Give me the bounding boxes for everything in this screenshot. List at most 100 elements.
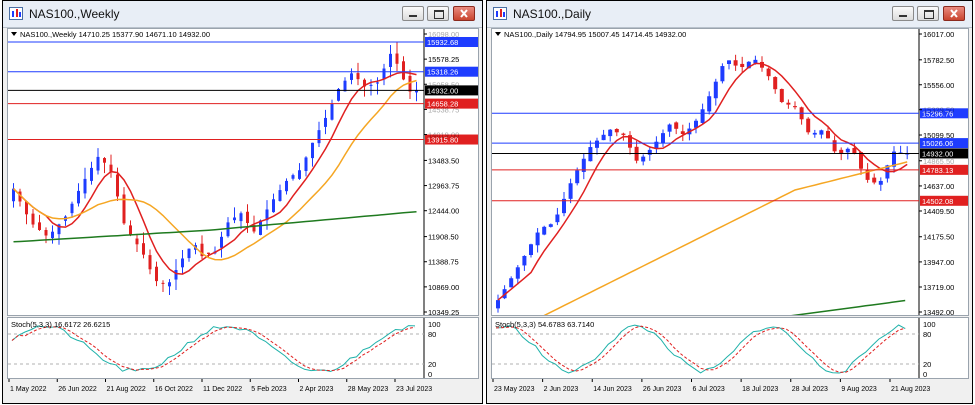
level-price-tag — [920, 195, 968, 206]
candle-body — [859, 152, 863, 169]
price-chart[interactable]: 15932.68 15318.26 14932.00 14658.28 13915.80… — [7, 28, 479, 316]
candle-body — [562, 198, 566, 214]
candle-body — [819, 130, 824, 135]
candle-body — [285, 180, 288, 192]
price-axis-label: 13492.00 — [923, 308, 954, 316]
close-icon[interactable] — [453, 6, 475, 21]
level-price-tag — [425, 134, 478, 145]
candle-body — [700, 109, 705, 123]
candle-body — [892, 151, 896, 167]
level-price-tag — [425, 98, 478, 109]
candle-body — [330, 103, 334, 120]
chart-window-daily[interactable]: NAS100.,Daily 15296.76 15026.06 14932.00 14… — [486, 0, 973, 404]
candle-body — [129, 225, 132, 236]
stoch-axis-label: 20 — [428, 360, 436, 369]
candle-body — [18, 191, 22, 202]
minimize-icon[interactable] — [402, 6, 424, 21]
stoch-axis-label: 20 — [923, 360, 931, 369]
level-price-label: 15318.26 — [427, 68, 458, 77]
candle-body — [350, 73, 353, 80]
candle-body — [51, 231, 54, 239]
candle-body — [246, 211, 249, 224]
price-chart[interactable]: 15296.76 15026.06 14932.00 14783.13 14502.08… — [491, 28, 969, 316]
price-axis-label: 14538.75 — [428, 105, 459, 114]
price-axis-label: 15556.00 — [923, 81, 954, 90]
candle-body — [239, 213, 243, 222]
candle-body — [402, 61, 405, 80]
level-price-label: 13915.80 — [427, 136, 458, 145]
stochastic-panel[interactable]: 100 80 20 0 Stoch(5,3,3) 16.6172 26.6215 — [7, 317, 479, 379]
time-axis-label: 21 Aug 2022 — [107, 386, 146, 393]
stochastic-panel[interactable]: 100 80 20 0 Stoch(5,3,3) 54.6783 63.7140 — [491, 317, 969, 379]
candle-body — [746, 61, 751, 69]
price-axis-label: 13947.00 — [923, 258, 954, 267]
candle-body — [621, 133, 626, 135]
level-price-label: 14658.28 — [427, 100, 458, 109]
candle-body — [142, 243, 145, 255]
time-axis-label: 14 Jun 2023 — [593, 386, 632, 393]
candle-body — [83, 178, 87, 194]
candle-body — [174, 270, 178, 280]
candle-body — [57, 224, 61, 235]
candle-body — [161, 282, 165, 284]
level-price-tag — [425, 85, 478, 96]
price-axis-label: 10349.25 — [428, 308, 459, 316]
stoch-line — [11, 326, 416, 372]
price-axis-label: 16017.00 — [923, 30, 954, 39]
candle-body — [608, 129, 613, 137]
maximize-icon[interactable] — [917, 6, 939, 21]
candle-body — [44, 229, 48, 236]
close-icon[interactable] — [943, 6, 965, 21]
price-axis-label: 11908.50 — [428, 233, 459, 242]
candle-body — [575, 170, 580, 184]
stoch-axis-label: 80 — [923, 330, 931, 339]
time-axis-label: 21 Aug 2023 — [891, 386, 930, 393]
time-axis-label: 2 Apr 2023 — [300, 386, 334, 393]
price-axis-label: 16098.00 — [428, 30, 459, 39]
price-axis-label: 15329.50 — [923, 106, 954, 115]
price-axis-label: 15099.50 — [923, 131, 954, 140]
candle-body — [207, 252, 210, 254]
minimize-icon[interactable] — [892, 6, 914, 21]
time-axis-label: 1 May 2022 — [10, 386, 47, 393]
stoch-axis-label: 0 — [923, 370, 927, 379]
candle-body — [38, 222, 41, 230]
chart-window-weekly[interactable]: NAS100.,Weekly 15932.68 15318.26 14932.00 1… — [2, 0, 483, 404]
maximize-icon[interactable] — [427, 6, 449, 21]
price-chart-canvas[interactable]: 15932.68 15318.26 14932.00 14658.28 13915.80… — [8, 29, 479, 316]
candle-body — [252, 225, 256, 232]
window-title: NAS100.,Weekly — [29, 7, 120, 21]
time-axis-label: 9 Aug 2023 — [841, 386, 877, 393]
candle-body — [766, 68, 771, 77]
stoch-axis-label: 0 — [428, 370, 432, 379]
candle-body — [181, 258, 184, 268]
title-bar[interactable]: NAS100.,Daily — [487, 1, 972, 28]
candle-body — [839, 149, 844, 155]
collapse-arrow-icon — [495, 32, 501, 36]
candle-body — [694, 120, 698, 128]
stoch-line — [495, 324, 906, 374]
candle-body — [168, 282, 171, 287]
candle-body — [135, 238, 139, 245]
candle-body — [291, 175, 295, 179]
candle-body — [680, 131, 685, 135]
candle-body — [369, 84, 373, 86]
candle-body — [356, 73, 360, 80]
window-title: NAS100.,Daily — [513, 7, 592, 21]
time-axis-label: 23 May 2023 — [494, 386, 535, 393]
time-axis-label: 28 May 2023 — [348, 386, 389, 393]
title-bar[interactable]: NAS100.,Weekly — [3, 1, 482, 28]
candle-body — [272, 199, 275, 213]
price-axis-label: 15782.50 — [923, 56, 954, 65]
candle-body — [155, 266, 158, 282]
symbol-info-label: NAS100.,Daily 14794.95 15007.45 14714.45… — [504, 30, 686, 39]
price-axis-label: 14637.00 — [923, 182, 954, 191]
candle-body — [408, 75, 412, 92]
stoch-info-label: Stoch(5,3,3) 54.6783 63.7140 — [495, 320, 594, 329]
candle-body — [595, 140, 599, 148]
candle-body — [496, 300, 500, 309]
time-axis-label: 18 Jul 2023 — [742, 386, 778, 393]
